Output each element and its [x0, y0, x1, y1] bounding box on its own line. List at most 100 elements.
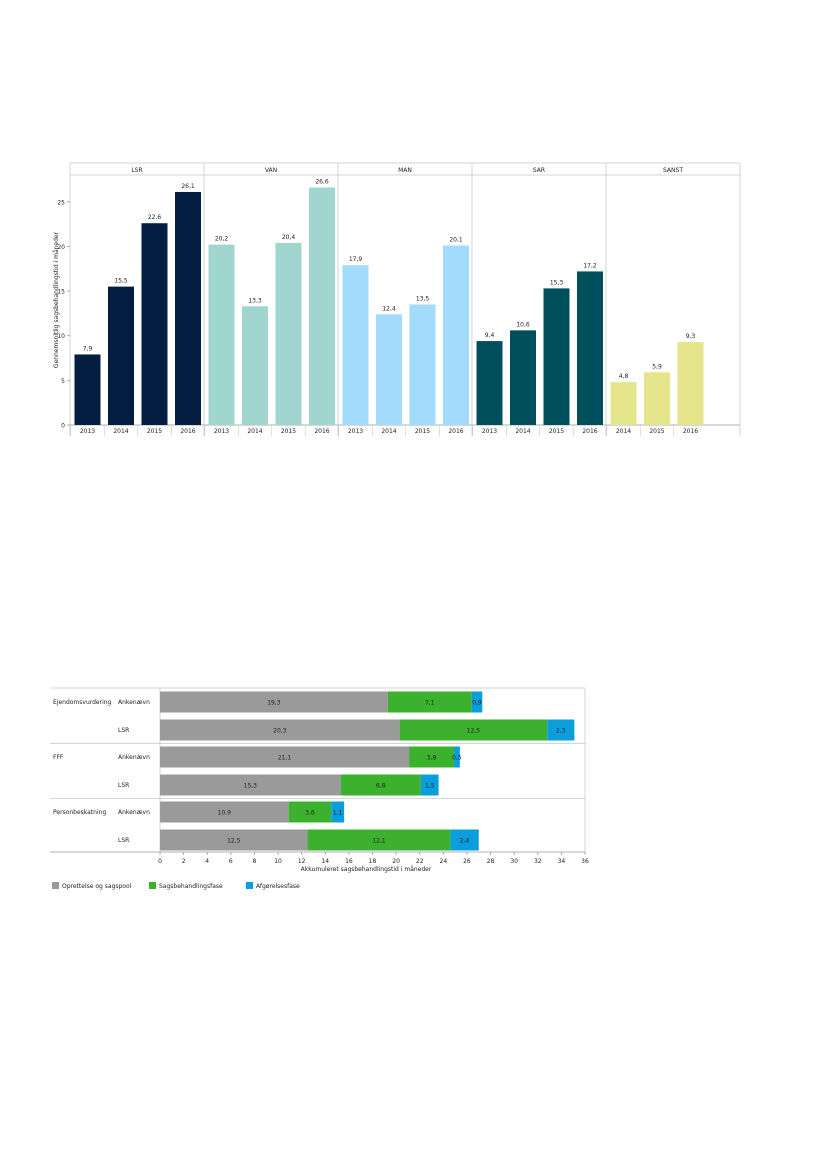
bar-value-label: 10,6 — [516, 321, 530, 328]
x-tick-label: 12 — [298, 858, 306, 865]
bar-segment — [331, 801, 345, 823]
bar-segment — [387, 691, 472, 713]
x-tick-label: 2013 — [482, 428, 497, 435]
x-tick-label: 2016 — [582, 428, 597, 435]
bar-value-label: 17,9 — [349, 256, 363, 263]
x-tick-label: 2013 — [348, 428, 363, 435]
legend-label: Sagsbehandlingsfase — [159, 883, 223, 890]
segment-value-label: 15,3 — [244, 783, 258, 790]
legend-swatch — [149, 882, 156, 889]
bar-value-label: 9,4 — [485, 332, 495, 339]
bar — [141, 223, 168, 425]
segment-value-label: 3,6 — [305, 810, 315, 817]
x-tick-label: 2013 — [214, 428, 229, 435]
segment-value-label: 19,3 — [267, 700, 281, 707]
segment-value-label: 7,1 — [425, 700, 435, 707]
bar-segment — [307, 829, 451, 851]
bar-segment — [547, 719, 575, 741]
y-tick-label: 20 — [57, 244, 65, 251]
y-axis-label: Gennemsnitlig sagsbehandlingstid i måned… — [53, 231, 60, 368]
bar — [543, 288, 570, 425]
bar-segment — [160, 829, 308, 851]
segment-value-label: 12,1 — [372, 838, 386, 845]
bar-segment — [399, 719, 548, 741]
bar-segment — [471, 691, 483, 713]
bar-value-label: 26,6 — [315, 179, 329, 186]
y-tick-label: 0 — [61, 423, 65, 430]
row-label: Ankenævn — [118, 809, 150, 816]
segment-value-label: 1,1 — [333, 810, 343, 817]
bar-segment — [340, 774, 421, 796]
x-tick-label: 20 — [392, 858, 400, 865]
segment-value-label: 10,9 — [218, 810, 232, 817]
y-tick-label: 10 — [57, 333, 65, 340]
bar — [510, 330, 536, 425]
bar-value-label: 26,1 — [181, 183, 195, 190]
segment-value-label: 21,1 — [278, 755, 292, 762]
x-tick-label: 2015 — [281, 428, 296, 435]
segment-value-label: 6,8 — [376, 783, 386, 790]
y-tick-label: 5 — [61, 378, 65, 385]
row-label: Ankenævn — [118, 754, 150, 761]
x-tick-label: 2014 — [515, 428, 530, 435]
bar-segment — [160, 801, 289, 823]
bar — [409, 304, 436, 425]
x-tick-label: 2016 — [448, 428, 463, 435]
x-tick-label: 2014 — [616, 428, 631, 435]
x-tick-label: 2015 — [649, 428, 664, 435]
row-label: LSR — [118, 727, 129, 734]
bar-value-label: 13,5 — [416, 295, 430, 302]
bar-value-label: 20,4 — [282, 234, 296, 241]
bar — [108, 286, 134, 425]
x-tick-label: 2015 — [147, 428, 162, 435]
bar-value-label: 7,9 — [83, 345, 93, 352]
x-tick-label: 30 — [510, 858, 518, 865]
x-tick-label: 0 — [158, 858, 162, 865]
row-label: LSR — [118, 837, 129, 844]
bar — [476, 341, 503, 425]
bar — [309, 187, 335, 425]
x-tick-label: 2015 — [549, 428, 564, 435]
bar — [577, 271, 603, 425]
row-label: Ankenævn — [118, 699, 150, 706]
bar-value-label: 4,8 — [619, 373, 629, 380]
bar-value-label: 20,2 — [215, 236, 229, 243]
bar — [242, 306, 268, 425]
bar — [208, 244, 235, 425]
bar-value-label: 9,3 — [686, 333, 696, 340]
segment-value-label: 0,9 — [472, 700, 482, 707]
bar-value-label: 5,9 — [652, 363, 662, 370]
x-tick-label: 34 — [558, 858, 566, 865]
bar — [74, 354, 101, 425]
segment-value-label: 20,3 — [273, 728, 287, 735]
segment-value-label: 2,4 — [460, 838, 470, 845]
x-tick-label: 2 — [182, 858, 186, 865]
bar — [610, 382, 637, 425]
y-tick-label: 15 — [57, 289, 65, 296]
x-tick-label: 2016 — [180, 428, 195, 435]
group-label: Personbeskatning — [53, 809, 106, 816]
bar-value-label: 15,5 — [114, 278, 128, 285]
bar-segment — [420, 774, 439, 796]
bar-segment — [450, 829, 479, 851]
bar-segment — [288, 801, 332, 823]
x-tick-label: 2015 — [415, 428, 430, 435]
x-tick-label: 26 — [463, 858, 471, 865]
group-label: Ejendomsvurdering — [53, 699, 112, 706]
vertical-bar-chart: 0 5 10 15 20 25 Gennemsnitlig sagsbehandlingst… — [53, 162, 741, 436]
x-tick-label: 6 — [229, 858, 233, 865]
panel-title: LSR — [131, 167, 142, 174]
bar-segment — [453, 746, 460, 768]
bar-value-label: 22,6 — [148, 214, 162, 221]
x-tick-label: 8 — [253, 858, 257, 865]
x-tick-label: 36 — [581, 858, 589, 865]
x-tick-label: 2014 — [247, 428, 262, 435]
x-tick-label: 18 — [369, 858, 377, 865]
bar-segment — [160, 774, 341, 796]
bar-value-label: 15,3 — [550, 279, 564, 286]
panel-title: VAN — [265, 167, 277, 174]
legend-swatch — [246, 882, 253, 889]
segment-value-label: 0,5 — [452, 755, 462, 762]
